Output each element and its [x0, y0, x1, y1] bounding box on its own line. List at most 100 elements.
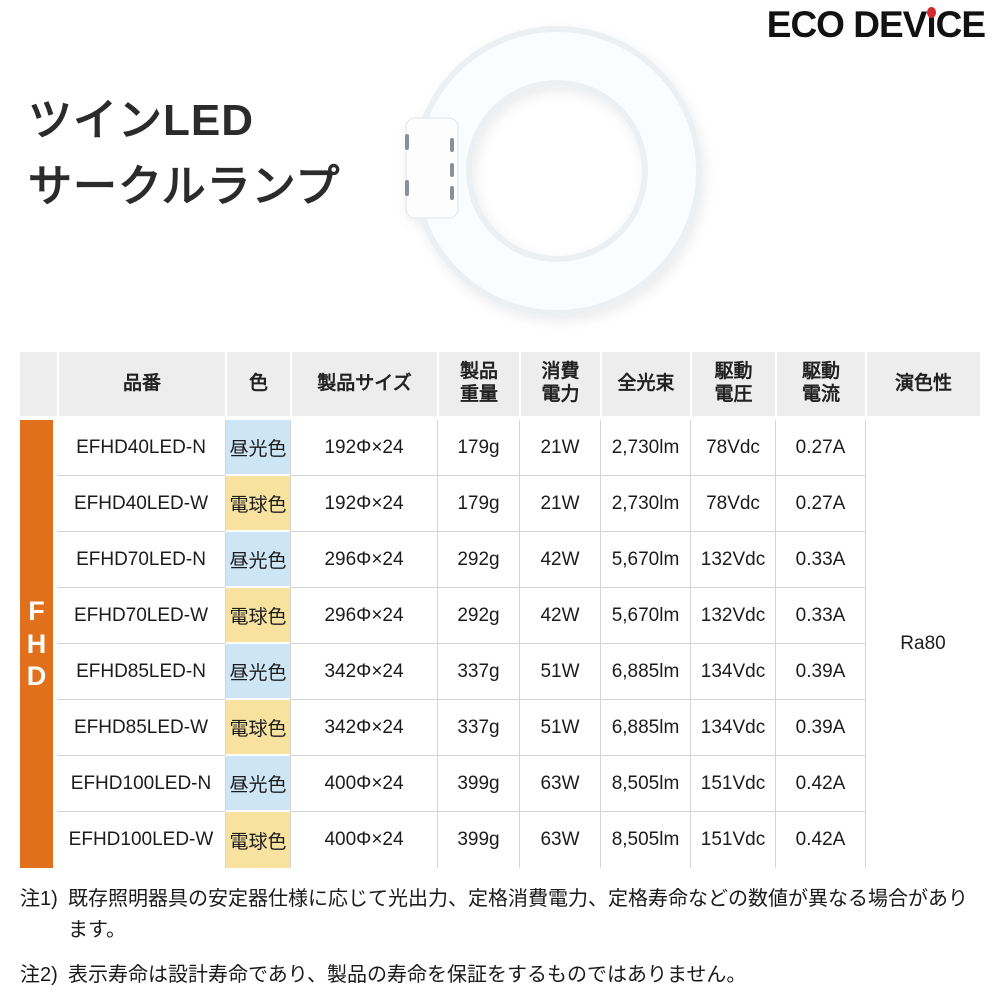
- cell-flux: 6,885lm: [600, 700, 690, 756]
- page-title: ツインLED サークルランプ: [28, 88, 340, 220]
- header-color: 色: [225, 352, 290, 420]
- cell-voltage: 134Vdc: [690, 700, 775, 756]
- cell-size: 400Φ×24: [290, 756, 437, 812]
- cell-current: 0.27A: [775, 420, 865, 476]
- cell-weight: 399g: [437, 756, 519, 812]
- cell-size: 342Φ×24: [290, 700, 437, 756]
- cell-flux: 8,505lm: [600, 812, 690, 868]
- cell-current: 0.39A: [775, 644, 865, 700]
- header-current: 駆動 電流: [775, 352, 865, 420]
- footnote-2-text: 表示寿命は設計寿命であり、製品の寿命を保証をするものではありません。: [68, 964, 747, 986]
- cell-voltage: 78Vdc: [690, 420, 775, 476]
- logo-text-right: CE: [935, 4, 986, 45]
- logo-i-stem: ı: [926, 4, 936, 45]
- cell-weight: 292g: [437, 588, 519, 644]
- brand-logo: ECO DEV ıCE: [766, 4, 986, 45]
- cell-color-rendering: Ra80: [865, 420, 980, 868]
- cell-flux: 8,505lm: [600, 756, 690, 812]
- cell-model: EFHD100LED-N: [57, 756, 225, 812]
- header-row: 品番 色 製品サイズ 製品 重量 消費 電力 全光束 駆動 電圧 駆動 電流 演…: [20, 352, 980, 420]
- circle-lamp-illustration: [405, 26, 702, 316]
- cell-model: EFHD100LED-W: [57, 812, 225, 868]
- lamp-ring-body: [418, 32, 696, 310]
- cell-power: 63W: [519, 812, 600, 868]
- cell-color-type: 電球色: [225, 476, 290, 532]
- cell-color-type: 昼光色: [225, 756, 290, 812]
- logo-letter-i: ı: [926, 4, 937, 45]
- cell-size: 192Φ×24: [290, 476, 437, 532]
- cell-weight: 179g: [437, 476, 519, 532]
- logo-red-dot-icon: [927, 7, 937, 18]
- page-title-line2: サークルランプ: [28, 162, 341, 211]
- cell-voltage: 151Vdc: [690, 756, 775, 812]
- page-title-line1: ツインLED: [28, 96, 254, 145]
- cell-weight: 337g: [437, 700, 519, 756]
- cell-current: 0.27A: [775, 476, 865, 532]
- header-flux: 全光束: [600, 352, 690, 420]
- cell-weight: 292g: [437, 532, 519, 588]
- header-voltage: 駆動 電圧: [690, 352, 775, 420]
- table-row: F H D EFHD40LED-N 昼光色 192Φ×24 179g 21W 2…: [20, 420, 980, 868]
- cell-current: 0.33A: [775, 532, 865, 588]
- footnote-2: 注2) 表示寿命は設計寿命であり、製品の寿命を保証をするものではありません。: [20, 960, 978, 991]
- logo-text-left: ECO DEV: [766, 4, 928, 45]
- spec-table: 品番 色 製品サイズ 製品 重量 消費 電力 全光束 駆動 電圧 駆動 電流 演…: [20, 352, 980, 868]
- group-label-fhd: F H D: [20, 420, 57, 868]
- table-row: EFHD70LED-W 電球色 296Φ×24 292g 42W 5,670lm…: [20, 588, 980, 644]
- cell-voltage: 78Vdc: [690, 476, 775, 532]
- cell-weight: 179g: [437, 420, 519, 476]
- cell-size: 296Φ×24: [290, 588, 437, 644]
- cell-color-type: 電球色: [225, 700, 290, 756]
- cell-current: 0.42A: [775, 756, 865, 812]
- product-image-circle-lamp: [390, 8, 720, 338]
- header-model: 品番: [57, 352, 225, 420]
- cell-model: EFHD40LED-N: [57, 420, 225, 476]
- cell-size: 296Φ×24: [290, 532, 437, 588]
- cell-current: 0.33A: [775, 588, 865, 644]
- cell-power: 21W: [519, 476, 600, 532]
- table-row: EFHD70LED-N 昼光色 296Φ×24 292g 42W 5,670lm…: [20, 532, 980, 588]
- cell-voltage: 134Vdc: [690, 644, 775, 700]
- cell-flux: 2,730lm: [600, 476, 690, 532]
- cell-color-type: 昼光色: [225, 420, 290, 476]
- table-row: EFHD85LED-W 電球色 342Φ×24 337g 51W 6,885lm…: [20, 700, 980, 756]
- header-color-rendering: 演色性: [865, 352, 980, 420]
- cell-flux: 5,670lm: [600, 532, 690, 588]
- cell-weight: 337g: [437, 644, 519, 700]
- cell-current: 0.42A: [775, 812, 865, 868]
- header-size: 製品サイズ: [290, 352, 437, 420]
- cell-size: 342Φ×24: [290, 644, 437, 700]
- cell-size: 192Φ×24: [290, 420, 437, 476]
- cell-color-type: 昼光色: [225, 644, 290, 700]
- cell-power: 42W: [519, 532, 600, 588]
- footnote-1: 注1) 既存照明器具の安定器仕様に応じて光出力、定格消費電力、定格寿命などの数値…: [20, 884, 978, 946]
- cell-power: 21W: [519, 420, 600, 476]
- header-corner-cell: [20, 352, 57, 420]
- cell-model: EFHD40LED-W: [57, 476, 225, 532]
- footnote-2-label: 注2): [20, 964, 58, 986]
- cell-model: EFHD85LED-N: [57, 644, 225, 700]
- cell-power: 51W: [519, 644, 600, 700]
- cell-voltage: 151Vdc: [690, 812, 775, 868]
- cell-size: 400Φ×24: [290, 812, 437, 868]
- footnotes: 注1) 既存照明器具の安定器仕様に応じて光出力、定格消費電力、定格寿命などの数値…: [20, 884, 978, 1005]
- table-row: EFHD40LED-W 電球色 192Φ×24 179g 21W 2,730lm…: [20, 476, 980, 532]
- spec-table-section: 品番 色 製品サイズ 製品 重量 消費 電力 全光束 駆動 電圧 駆動 電流 演…: [20, 352, 980, 868]
- lamp-connector-box: [405, 117, 459, 219]
- cell-model: EFHD70LED-W: [57, 588, 225, 644]
- footnote-1-label: 注1): [20, 888, 58, 910]
- cell-power: 63W: [519, 756, 600, 812]
- cell-current: 0.39A: [775, 700, 865, 756]
- cell-color-type: 昼光色: [225, 532, 290, 588]
- cell-flux: 6,885lm: [600, 644, 690, 700]
- cell-color-type: 電球色: [225, 812, 290, 868]
- cell-color-type: 電球色: [225, 588, 290, 644]
- cell-voltage: 132Vdc: [690, 588, 775, 644]
- table-row: EFHD85LED-N 昼光色 342Φ×24 337g 51W 6,885lm…: [20, 644, 980, 700]
- cell-model: EFHD70LED-N: [57, 532, 225, 588]
- lamp-connector-pins: [405, 134, 454, 200]
- header-weight: 製品 重量: [437, 352, 519, 420]
- cell-power: 42W: [519, 588, 600, 644]
- cell-flux: 2,730lm: [600, 420, 690, 476]
- table-row: EFHD100LED-N 昼光色 400Φ×24 399g 63W 8,505l…: [20, 756, 980, 812]
